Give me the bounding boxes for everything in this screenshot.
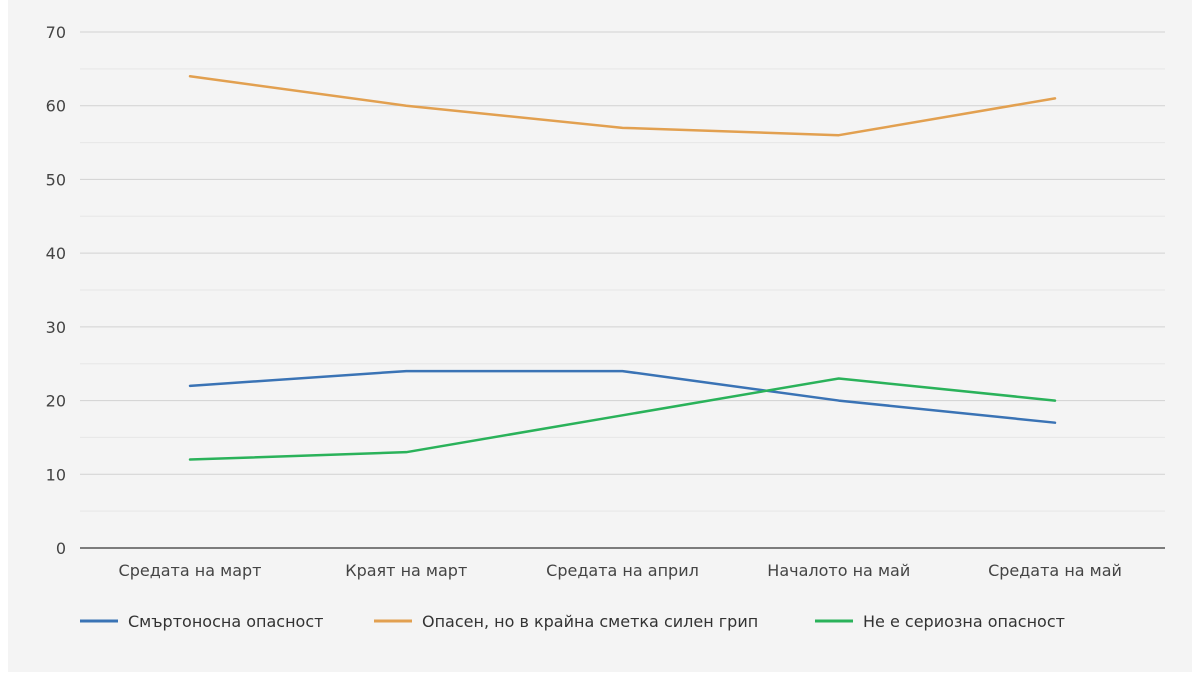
series-line-1 <box>188 369 1057 424</box>
legend-label: Смъртоносна опасност <box>128 612 323 631</box>
series-line-3 <box>188 377 1057 461</box>
legend-label: Опасен, но в крайна сметка силен грип <box>422 612 758 631</box>
y-tick-label: 50 <box>46 170 66 189</box>
y-tick-label: 20 <box>46 392 66 411</box>
y-tick-label: 30 <box>46 318 66 337</box>
x-tick-label: Средата на май <box>988 561 1122 580</box>
y-tick-label: 0 <box>56 539 66 558</box>
x-tick-label: Краят на март <box>345 561 467 580</box>
y-tick-label: 60 <box>46 97 66 116</box>
x-axis-ticks: Средата на март Краят на март Средата на а… <box>119 561 1122 580</box>
x-tick-label: Средата на март <box>119 561 262 580</box>
x-tick-label: Средата на април <box>546 561 699 580</box>
y-axis-ticks: 0 10 20 30 40 50 60 70 <box>46 23 66 558</box>
y-tick-label: 10 <box>46 465 66 484</box>
y-tick-label: 40 <box>46 244 66 263</box>
chart-frame <box>8 0 1192 672</box>
legend: Смъртоносна опасност Опасен, но в крайна … <box>80 612 1065 631</box>
x-tick-label: Началото на май <box>767 561 910 580</box>
legend-label: Не е сериозна опасност <box>863 612 1065 631</box>
grid-lines <box>80 31 1165 512</box>
series-lines <box>188 74 1057 461</box>
series-line-2 <box>188 74 1057 137</box>
y-tick-label: 70 <box>46 23 66 42</box>
